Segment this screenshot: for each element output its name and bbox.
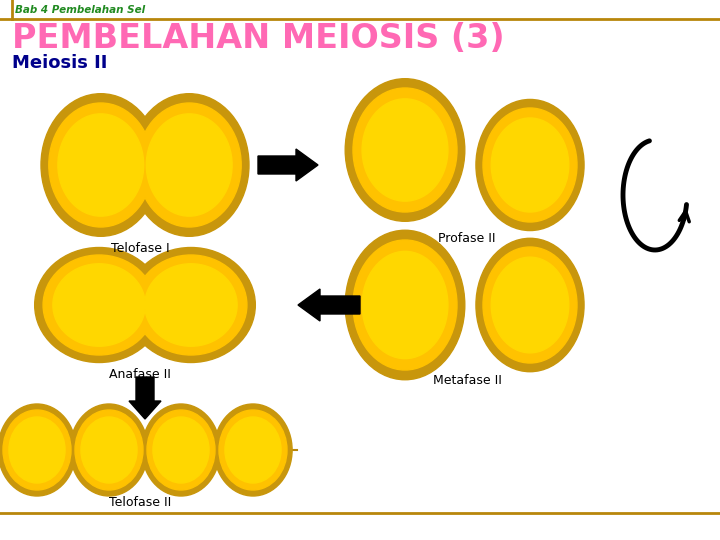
Ellipse shape bbox=[43, 255, 155, 355]
Ellipse shape bbox=[9, 417, 65, 483]
Ellipse shape bbox=[0, 404, 76, 496]
Ellipse shape bbox=[225, 417, 281, 483]
FancyArrow shape bbox=[129, 377, 161, 419]
Ellipse shape bbox=[53, 264, 145, 346]
Ellipse shape bbox=[476, 238, 584, 372]
Ellipse shape bbox=[153, 417, 209, 483]
Ellipse shape bbox=[491, 118, 569, 212]
Text: Telofase II: Telofase II bbox=[109, 496, 171, 509]
Text: Profase II: Profase II bbox=[438, 232, 496, 245]
Ellipse shape bbox=[483, 108, 577, 222]
Ellipse shape bbox=[362, 99, 448, 201]
FancyArrow shape bbox=[258, 149, 318, 181]
Ellipse shape bbox=[219, 410, 287, 490]
Ellipse shape bbox=[483, 247, 577, 363]
Ellipse shape bbox=[135, 255, 247, 355]
Ellipse shape bbox=[476, 99, 584, 231]
Ellipse shape bbox=[81, 417, 137, 483]
Ellipse shape bbox=[362, 252, 448, 359]
Ellipse shape bbox=[58, 114, 144, 216]
Ellipse shape bbox=[138, 103, 241, 227]
Ellipse shape bbox=[127, 247, 256, 362]
Ellipse shape bbox=[70, 404, 148, 496]
FancyArrow shape bbox=[298, 289, 360, 321]
Ellipse shape bbox=[214, 404, 292, 496]
Text: Bab 4 Pembelahan Sel: Bab 4 Pembelahan Sel bbox=[15, 5, 145, 15]
Text: Meiosis II: Meiosis II bbox=[12, 54, 107, 72]
Ellipse shape bbox=[49, 103, 153, 227]
Ellipse shape bbox=[345, 79, 465, 221]
Ellipse shape bbox=[353, 240, 457, 370]
Ellipse shape bbox=[41, 94, 161, 237]
Text: Telofase I: Telofase I bbox=[111, 241, 169, 254]
Ellipse shape bbox=[145, 264, 237, 346]
Text: Anafase II: Anafase II bbox=[109, 368, 171, 381]
Ellipse shape bbox=[491, 257, 569, 353]
Ellipse shape bbox=[353, 88, 457, 212]
Ellipse shape bbox=[35, 247, 163, 362]
Ellipse shape bbox=[146, 114, 232, 216]
Ellipse shape bbox=[142, 404, 220, 496]
Text: Metafase II: Metafase II bbox=[433, 374, 501, 387]
Text: PEMBELAHAN MEIOSIS (3): PEMBELAHAN MEIOSIS (3) bbox=[12, 22, 505, 55]
Ellipse shape bbox=[75, 410, 143, 490]
Ellipse shape bbox=[345, 230, 465, 380]
Ellipse shape bbox=[3, 410, 71, 490]
Ellipse shape bbox=[130, 94, 249, 237]
Ellipse shape bbox=[147, 410, 215, 490]
